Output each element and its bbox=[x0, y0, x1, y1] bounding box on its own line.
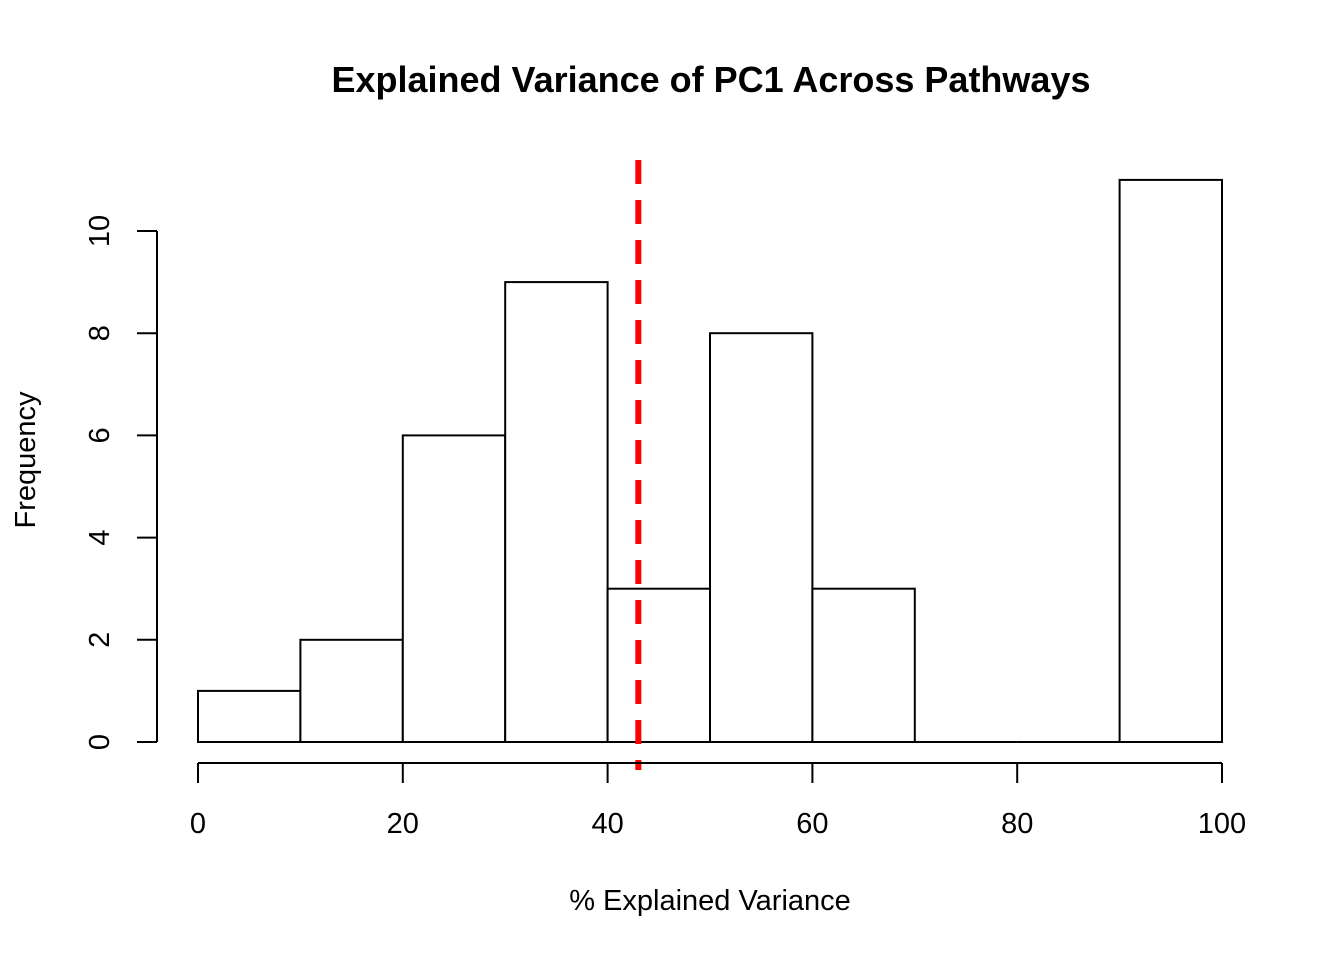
histogram-bar-1 bbox=[299, 638, 404, 743]
y-tick-label: 6 bbox=[84, 427, 116, 443]
y-axis-label: Frequency bbox=[10, 391, 42, 529]
x-tick-label: 20 bbox=[387, 808, 419, 840]
histogram-bar-3 bbox=[504, 281, 609, 743]
x-tick-label: 60 bbox=[796, 808, 828, 840]
y-tick-label: 10 bbox=[84, 215, 116, 247]
y-tick-label: 4 bbox=[84, 530, 116, 546]
y-tick-label: 0 bbox=[84, 734, 116, 750]
y-tick-label: 2 bbox=[84, 632, 116, 648]
x-tick-label: 40 bbox=[591, 808, 623, 840]
x-tick-label: 80 bbox=[1001, 808, 1033, 840]
bars-group bbox=[197, 178, 1223, 744]
histogram-bar-5 bbox=[709, 332, 814, 743]
histogram-bar-6 bbox=[811, 587, 916, 744]
x-axis: 0 20 40 60 80 100 bbox=[190, 762, 1246, 840]
x-tick-label: 100 bbox=[1198, 808, 1246, 840]
histogram-bar-2 bbox=[401, 434, 507, 743]
y-axis: 0 2 4 6 8 10 bbox=[84, 215, 158, 750]
chart-title: Explained Variance of PC1 Across Pathway… bbox=[332, 59, 1091, 100]
histogram-bar-4 bbox=[606, 587, 711, 744]
histogram-bar-0 bbox=[197, 689, 302, 744]
x-tick-label: 0 bbox=[190, 808, 206, 840]
histogram-bar-9 bbox=[1118, 178, 1223, 743]
x-axis-label: % Explained Variance bbox=[569, 885, 851, 917]
y-tick-label: 8 bbox=[84, 325, 116, 341]
